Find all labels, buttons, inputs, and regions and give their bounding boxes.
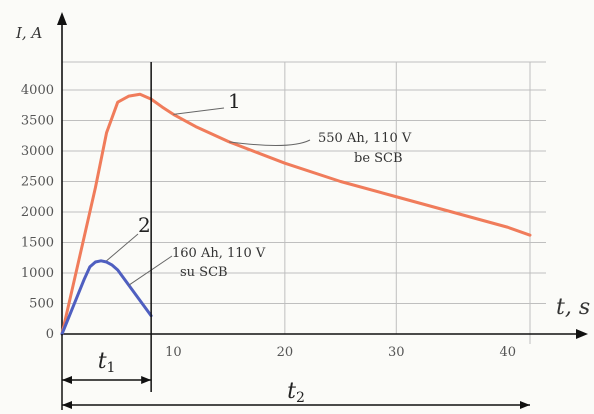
y-tick-label: 1000 [21,266,54,281]
dimension-t1-arrow-right [141,376,152,384]
curve-1-leader [173,107,225,115]
x-tick-label: 30 [388,345,405,360]
curve-1-label-leader [229,139,311,146]
y-tick-label: 4000 [21,83,54,98]
curve-1-label-line-2: be SCB [354,151,403,166]
curve-2-label-line-1: 160 Ah, 110 V [172,246,266,261]
curve-1-number: 1 [228,89,241,113]
y-tick-label: 2000 [21,205,54,220]
dimension-t1-arrow-left [62,376,72,384]
y-tick-label: 0 [46,327,54,342]
grid [62,61,546,344]
y-tick-label: 500 [29,297,54,312]
x-tick-label: 40 [499,345,516,360]
x-tick-label: 20 [277,345,294,360]
y-axis-title: I, A [15,24,42,42]
dimension-t2-arrow-left [62,401,72,409]
dimension-t2-label: t2 [287,379,305,406]
y-tick-label: 3500 [21,114,54,129]
curve-2-number: 2 [138,213,151,237]
curve-1-label-line-1: 550 Ah, 110 V [318,131,412,146]
y-axis-arrow [57,12,67,25]
x-tick-label: 10 [165,345,182,360]
y-tick-label: 1500 [21,236,54,251]
x-axis-title: t, s [556,295,590,320]
time-dimensions: t1 t2 [61,62,530,410]
y-tick-label: 2500 [21,175,54,190]
curve-2-leader [106,233,139,262]
dimension-t1-label: t1 [98,349,116,376]
annotations: 1 550 Ah, 110 V be SCB 2 160 Ah, 110 V su SCB [106,89,412,286]
y-tick-label: 3000 [21,144,54,159]
curve-2-label-line-2: su SCB [180,265,228,280]
dimension-t2-arrow-right [520,401,530,409]
series-lines [60,92,532,336]
series-line-1 [60,92,532,336]
series-line-2 [60,259,153,336]
axes: 0 500 1000 1500 2000 2500 3000 3500 4000 10 20 30 40… [15,12,590,360]
x-axis-arrow [576,329,588,339]
